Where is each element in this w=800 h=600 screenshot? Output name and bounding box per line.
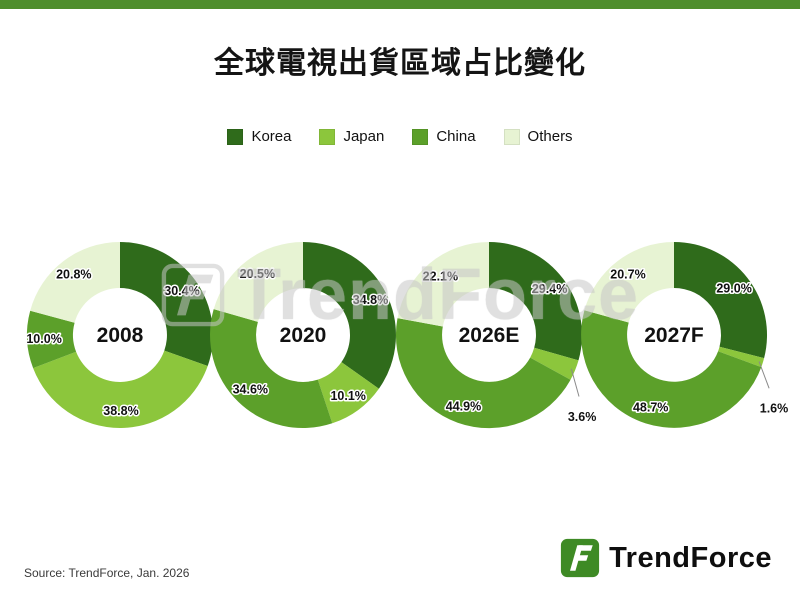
donut-2020-slice-china bbox=[210, 309, 333, 429]
slice-value-label: 48.7% bbox=[633, 400, 668, 414]
legend-swatch-others bbox=[503, 128, 520, 145]
donut-year-label: 2027F bbox=[644, 324, 704, 347]
trendforce-logo: TrendForce bbox=[560, 538, 772, 578]
trendforce-logo-text: TrendForce bbox=[609, 541, 772, 574]
donut-2008-slice-china bbox=[26, 310, 77, 369]
legend-swatch-china bbox=[412, 128, 429, 145]
donut-2008-slice-japan bbox=[33, 350, 208, 429]
donut-year-label: 2026E bbox=[459, 324, 520, 347]
callout-line bbox=[570, 368, 580, 397]
source-note: Source: TrendForce, Jan. 2026 bbox=[24, 566, 190, 580]
slice-value-label: 22.1% bbox=[423, 270, 458, 284]
slice-value-label: 1.6% bbox=[760, 401, 789, 415]
donut-2020-slice-others bbox=[213, 242, 303, 322]
donut-2026E-slice-korea bbox=[489, 242, 583, 361]
legend-label: Korea bbox=[251, 128, 292, 145]
slice-value-label: 10.0% bbox=[26, 332, 61, 346]
slice-value-label: 20.5% bbox=[240, 267, 275, 281]
donut-2027F-slice-china bbox=[581, 310, 762, 428]
donut-2027F-slice-korea bbox=[674, 242, 768, 359]
donut-2020-slice-korea bbox=[303, 242, 396, 389]
donut-2008-slice-korea bbox=[120, 242, 214, 366]
top-accent-bar bbox=[0, 0, 800, 9]
trendforce-logo-icon bbox=[560, 538, 600, 578]
slice-value-label: 20.8% bbox=[56, 268, 91, 282]
donut-2026E-slice-others bbox=[397, 242, 489, 327]
donut-charts: 30.4% 38.8% 10.0% 20.8% 2008 34.8% 10.1% 34.6% 2… bbox=[25, 242, 790, 429]
donut-year-label: 2008 bbox=[97, 324, 144, 347]
donut-2026E-slice-japan bbox=[530, 347, 579, 380]
slice-value-label: 3.6% bbox=[568, 410, 597, 424]
slice-value-label: 38.8% bbox=[103, 404, 138, 418]
slice-value-label: 29.4% bbox=[532, 282, 567, 296]
donut-2008-slice-others bbox=[30, 242, 121, 323]
slice-value-label: 20.7% bbox=[610, 268, 645, 282]
donut-year-label: 2020 bbox=[280, 324, 327, 347]
legend-label: China bbox=[436, 128, 476, 145]
donut-2020-slice-japan bbox=[317, 362, 379, 424]
callout-line bbox=[758, 361, 770, 389]
donut-2027F-slice-others bbox=[584, 242, 674, 323]
legend-swatch-japan bbox=[319, 128, 336, 145]
legend-item-korea: Korea bbox=[227, 128, 291, 145]
slice-value-label: 44.9% bbox=[446, 400, 481, 414]
legend-label: Others bbox=[527, 128, 573, 145]
legend: Korea Japan China Others bbox=[0, 128, 800, 145]
page-title: 全球電視出貨區域占比變化 bbox=[214, 47, 586, 80]
legend-item-china: China bbox=[412, 128, 476, 145]
slice-value-label: 30.4% bbox=[164, 284, 199, 298]
legend-item-others: Others bbox=[503, 128, 573, 145]
legend-item-japan: Japan bbox=[319, 128, 384, 145]
legend-swatch-korea bbox=[227, 128, 244, 145]
slice-value-label: 10.1% bbox=[330, 389, 365, 403]
slice-value-label: 34.8% bbox=[353, 293, 388, 307]
donut-2026E-slice-china bbox=[395, 318, 571, 429]
donut-2027F-slice-japan bbox=[718, 346, 765, 368]
legend-label: Japan bbox=[343, 128, 385, 145]
slice-value-label: 34.6% bbox=[233, 383, 268, 397]
slice-value-label: 29.0% bbox=[716, 281, 751, 295]
